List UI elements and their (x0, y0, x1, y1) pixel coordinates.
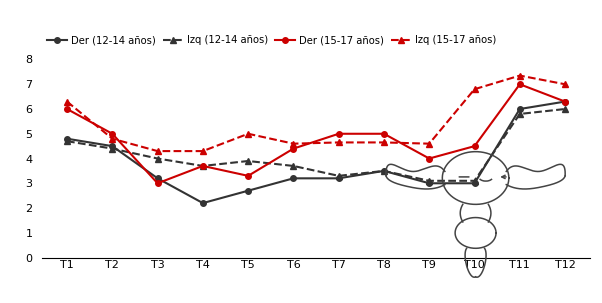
Legend: Der (12-14 años), Izq (12-14 años), Der (15-17 años), Izq (15-17 años): Der (12-14 años), Izq (12-14 años), Der … (47, 35, 496, 45)
